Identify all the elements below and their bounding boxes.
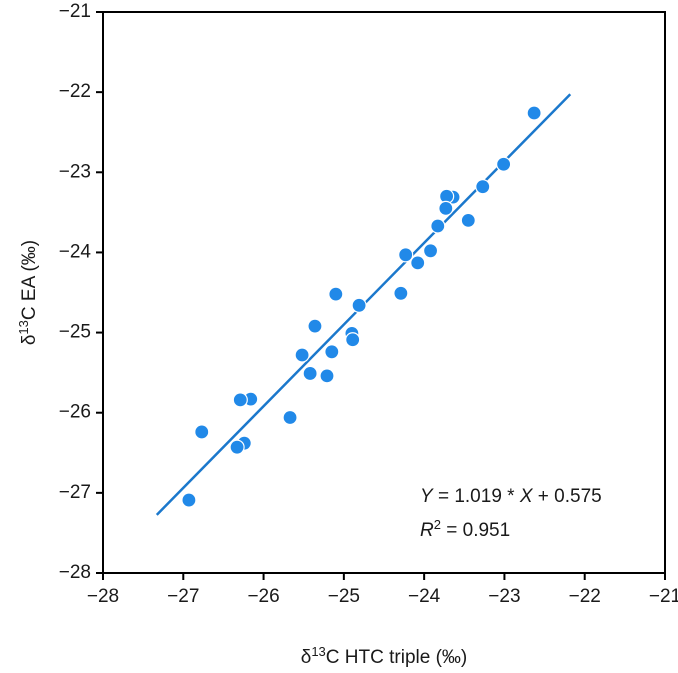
annotation: Y = 1.019 * X + 0.575 (420, 486, 602, 507)
y-tick-label: −26 (59, 402, 91, 423)
y-tick-label: −22 (59, 81, 91, 102)
text-segment: X (519, 486, 534, 507)
y-tick-label: −23 (59, 161, 91, 182)
data-point (302, 365, 318, 382)
data-point (229, 439, 245, 455)
data-point (351, 297, 367, 313)
x-tick-label: −25 (328, 586, 360, 607)
data-point (282, 409, 298, 426)
data-point (398, 247, 414, 263)
data-point (294, 347, 310, 363)
data-point (345, 332, 361, 348)
x-tick-label: −28 (87, 586, 119, 607)
y-tick-label: −27 (59, 482, 91, 503)
data-point (438, 200, 454, 216)
data-point (319, 368, 335, 384)
x-axis-label: δ13C HTC triple (‰) (301, 644, 468, 668)
data-point (422, 243, 439, 259)
text-segment: C HTC triple (‰) (326, 647, 467, 668)
text-segment: + 0.575 (533, 486, 602, 507)
data-point (232, 392, 248, 408)
text-segment: = 0.951 (441, 520, 510, 541)
y-tick-label: −24 (59, 241, 92, 262)
x-tick-label: −26 (247, 586, 279, 607)
data-point (496, 156, 512, 172)
text-segment: 2 (434, 517, 441, 532)
text-segment: R (420, 520, 434, 541)
data-point (324, 344, 340, 360)
data-point (526, 105, 542, 121)
plot-frame (102, 11, 666, 574)
data-point (328, 286, 344, 302)
y-tick-label: −21 (59, 1, 91, 22)
data-point (194, 424, 210, 440)
text-segment: 13 (16, 320, 31, 334)
data-point (410, 255, 426, 271)
text-segment: 13 (311, 644, 325, 659)
annotation: R2 = 0.951 (420, 517, 510, 541)
data-point (307, 318, 323, 334)
x-tick-label: −23 (488, 586, 520, 607)
data-point (430, 218, 446, 234)
x-tick-label: −21 (649, 586, 678, 607)
text-segment: = 1.019 * (433, 486, 520, 507)
text-segment: δ (301, 647, 312, 668)
y-tick-label: −28 (59, 562, 91, 583)
x-tick-label: −24 (408, 586, 441, 607)
text-segment: C EA (‰) (19, 240, 40, 320)
y-tick-label: −25 (59, 322, 91, 343)
y-axis-label: δ13C EA (‰) (16, 240, 40, 345)
x-tick-label: −27 (167, 586, 199, 607)
text-segment: Y (420, 486, 434, 507)
data-point (475, 179, 491, 195)
data-point (460, 212, 476, 228)
data-point (393, 285, 409, 301)
text-segment: δ (19, 335, 40, 346)
x-tick-label: −22 (569, 586, 601, 607)
data-point (181, 492, 197, 508)
